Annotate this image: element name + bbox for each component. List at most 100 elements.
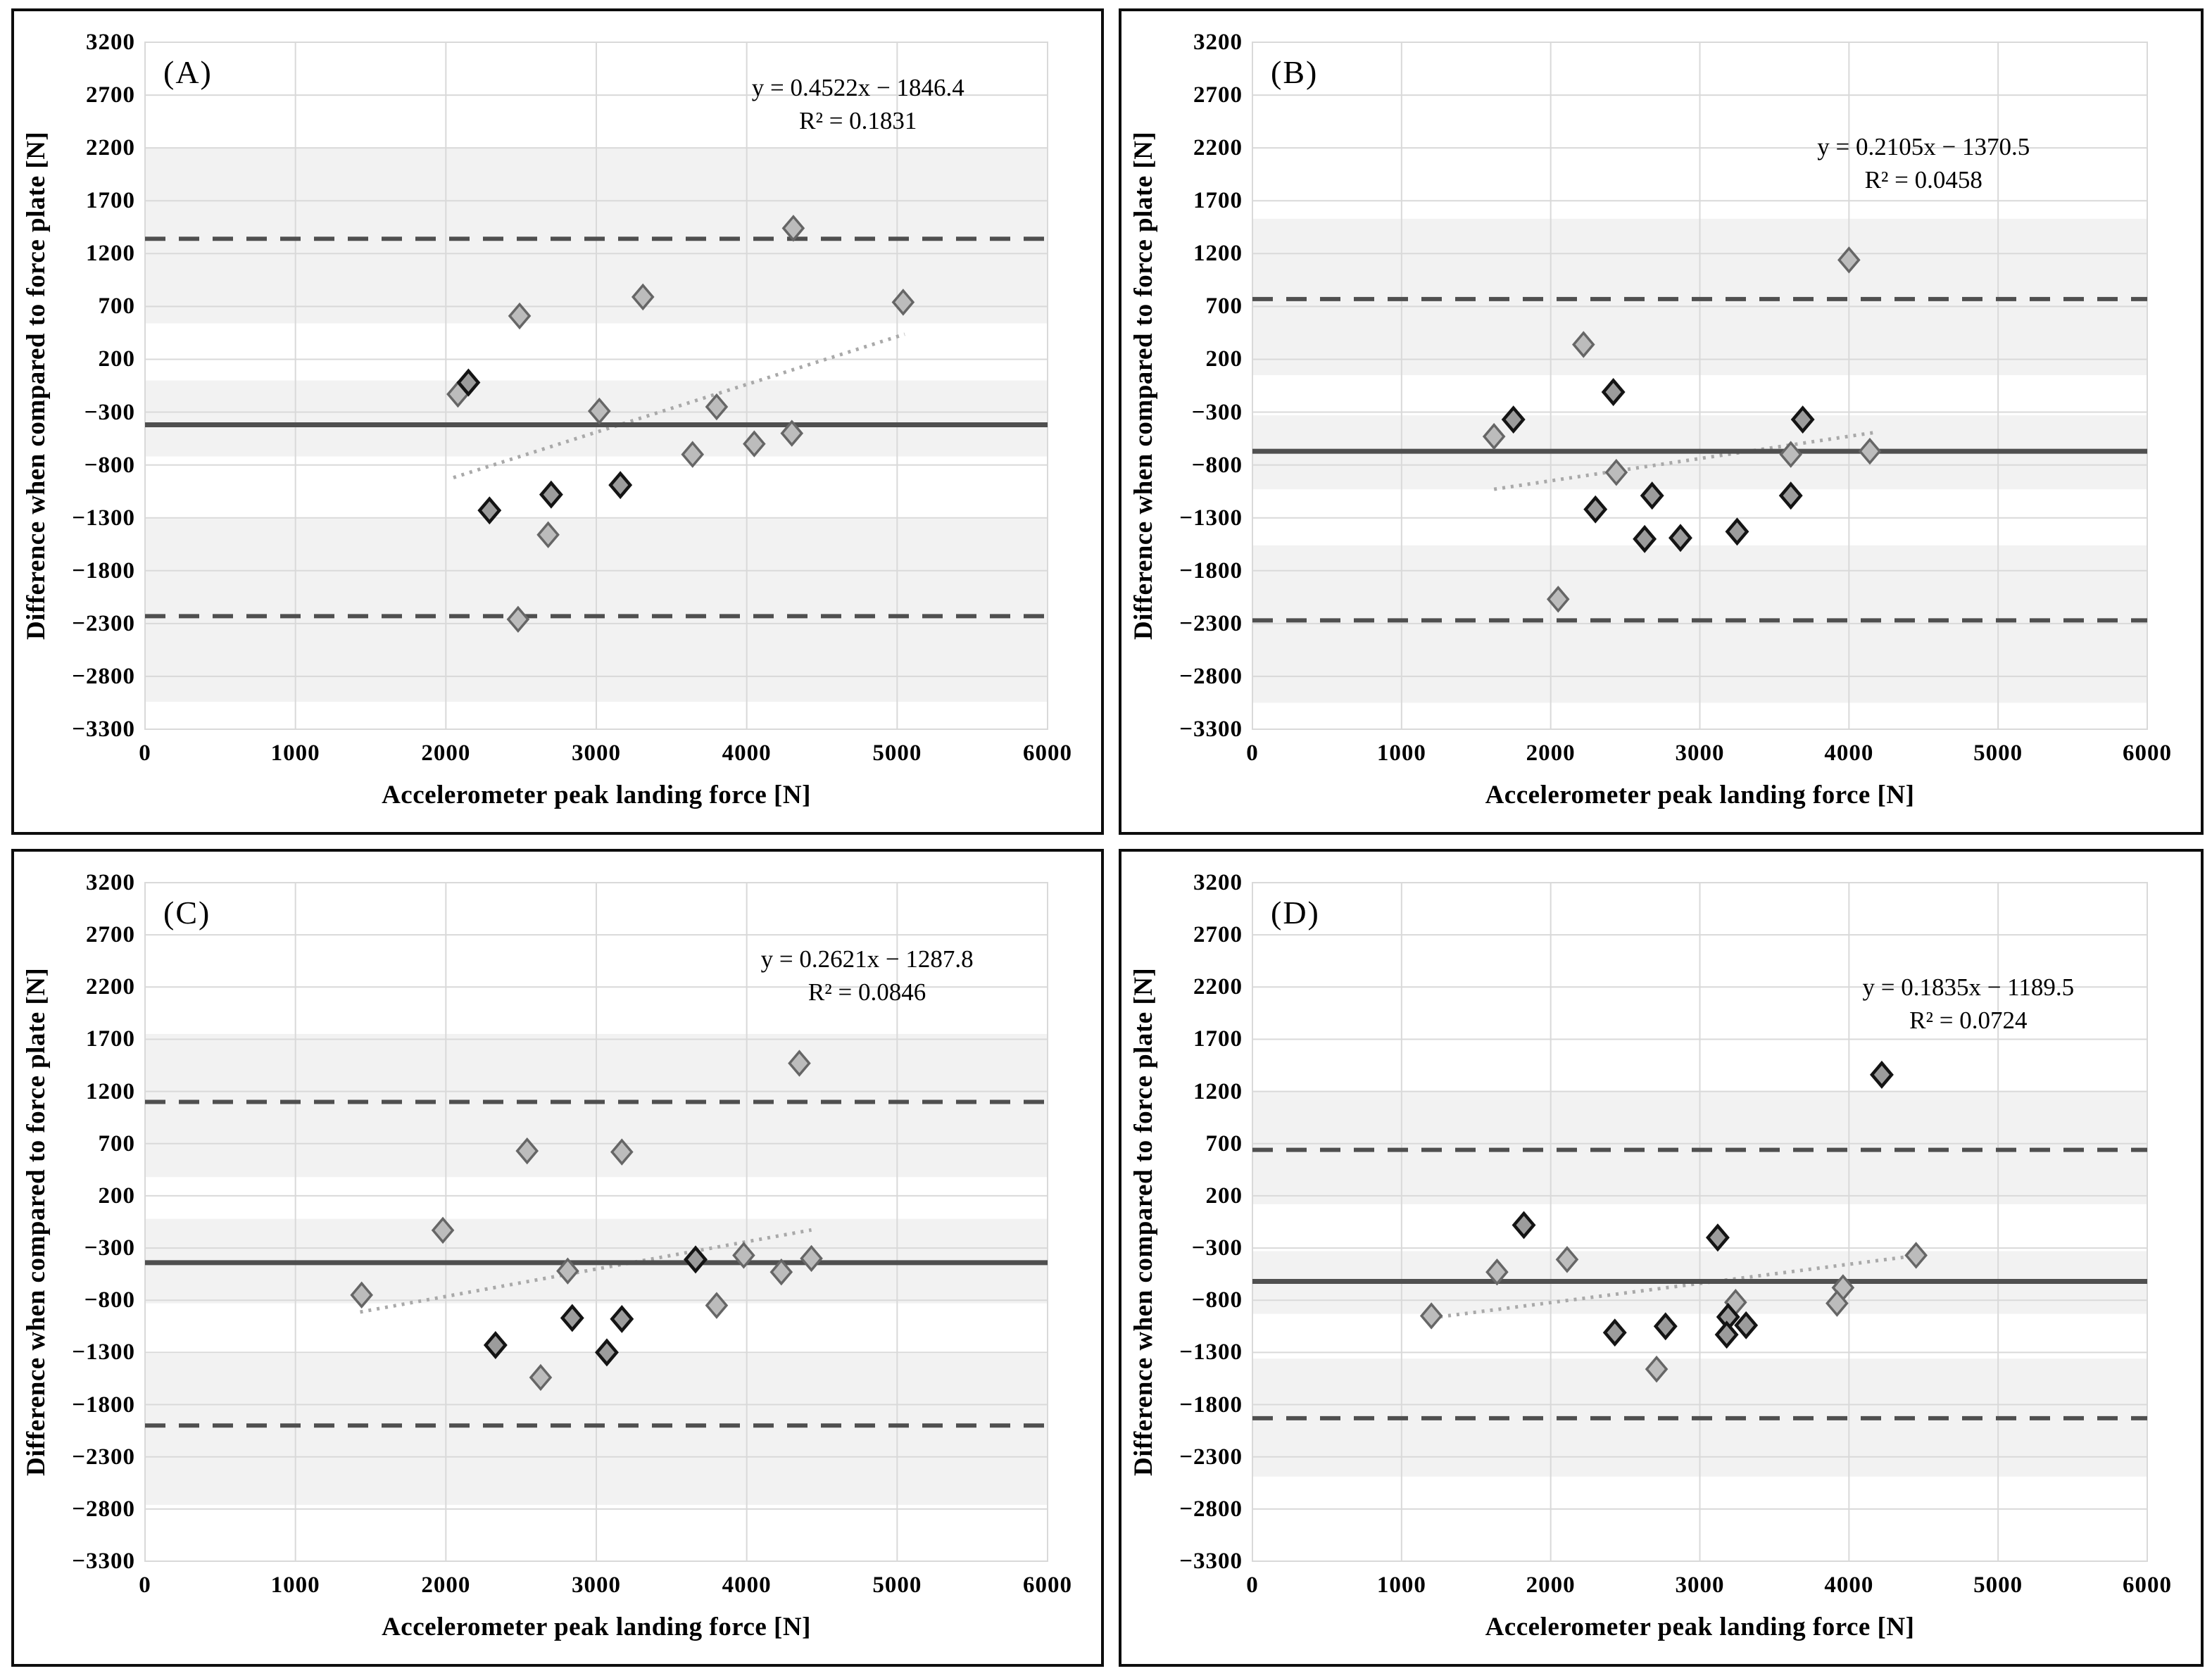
data-point-diamond-dark xyxy=(1714,1320,1739,1349)
data-point-diamond-light xyxy=(529,1363,553,1392)
x-tick-label: 4000 xyxy=(1824,740,1874,766)
x-tick-label: 3000 xyxy=(572,1572,621,1598)
scatter-panel-B: 3200 2700 2200 1700 1200 700 200 −300 −800 −1300 −… xyxy=(1119,8,2204,835)
y-tick-label: −1300 xyxy=(1179,1339,1243,1366)
data-point-diamond-dark xyxy=(610,1304,634,1333)
data-point-diamond-light xyxy=(781,215,805,242)
data-point-diamond-light xyxy=(743,430,766,458)
data-point-diamond-dark xyxy=(1734,1311,1759,1339)
regression-equation: y = 0.1835x − 1189.5 R² = 0.0724 xyxy=(1862,971,2074,1037)
y-tick-label: 3200 xyxy=(86,870,135,895)
data-point-diamond-light xyxy=(1825,1289,1849,1317)
data-point-diamond-dark xyxy=(1778,481,1803,510)
panel-label: (C) xyxy=(163,895,211,931)
data-point-diamond-dark xyxy=(477,496,502,525)
y-tick-label: 200 xyxy=(98,1183,135,1209)
y-tick-label: −800 xyxy=(84,452,135,478)
x-tick-label: 2000 xyxy=(1526,740,1576,766)
y-tick-label: −300 xyxy=(1191,399,1243,425)
x-tick-label: 0 xyxy=(139,1572,151,1598)
x-tick-label: 6000 xyxy=(1023,1572,1072,1598)
x-tick-label: 6000 xyxy=(2123,1572,2172,1598)
y-tick-label: 200 xyxy=(98,346,135,372)
x-tick-label: 6000 xyxy=(2123,740,2172,766)
regression-equation: y = 0.2105x − 1370.5 R² = 0.0458 xyxy=(1817,130,2030,196)
data-point-diamond-light xyxy=(536,521,560,548)
data-point-diamond-light xyxy=(1604,458,1628,486)
y-tick-label: −2300 xyxy=(1179,610,1243,636)
y-tick-label: 1700 xyxy=(1193,1026,1243,1052)
data-point-diamond-light xyxy=(1858,437,1882,465)
x-tick-label: 1000 xyxy=(270,1572,320,1598)
data-point-diamond-light xyxy=(1904,1242,1928,1269)
x-tick-label: 4000 xyxy=(1824,1572,1874,1598)
regression-equation: y = 0.2621x − 1287.8 R² = 0.0846 xyxy=(761,942,974,1009)
data-point-diamond-dark xyxy=(608,471,633,500)
plot-border xyxy=(144,42,1048,730)
data-point-diamond-light xyxy=(1555,1246,1579,1273)
x-tick-label: 1000 xyxy=(1376,1572,1426,1598)
y-tick-label: −2300 xyxy=(72,610,135,636)
y-axis-title: Difference when compared to force plate … xyxy=(22,967,51,1477)
data-point-diamond-dark xyxy=(1583,495,1608,524)
y-tick-label: −3300 xyxy=(1179,717,1243,742)
data-point-diamond-light xyxy=(1546,586,1570,613)
y-tick-label: −2800 xyxy=(1179,663,1243,689)
y-tick-label: 2700 xyxy=(1193,82,1243,108)
x-tick-label: 3000 xyxy=(572,740,621,766)
data-point-diamond-light xyxy=(508,302,532,330)
y-tick-label: 1200 xyxy=(86,1078,135,1104)
y-tick-label: −2300 xyxy=(72,1444,135,1470)
y-tick-label: 2700 xyxy=(86,922,135,948)
y-tick-label: −2300 xyxy=(1179,1444,1243,1470)
y-tick-label: −800 xyxy=(1191,1287,1243,1313)
y-tick-label: −300 xyxy=(84,1235,135,1261)
data-point-diamond-light xyxy=(515,1137,539,1165)
data-point-diamond-dark xyxy=(560,1304,584,1332)
x-tick-label: 0 xyxy=(1246,1572,1259,1598)
panel-label: (B) xyxy=(1271,54,1319,90)
data-point-diamond-light xyxy=(431,1216,455,1244)
y-tick-label: 700 xyxy=(98,294,135,320)
x-tick-label: 5000 xyxy=(872,1572,922,1598)
data-point-diamond-dark xyxy=(1601,378,1626,406)
data-point-diamond-dark xyxy=(1725,517,1749,546)
plot-area-C xyxy=(144,882,1048,1562)
data-point-diamond-dark xyxy=(1790,405,1815,434)
equation-text: y = 0.2621x − 1287.8 xyxy=(760,945,974,973)
data-point-diamond-dark xyxy=(1669,524,1692,553)
data-point-diamond-light xyxy=(587,397,611,425)
x-tick-label: 0 xyxy=(1246,740,1259,766)
x-tick-label: 0 xyxy=(139,740,151,766)
y-tick-label: 3200 xyxy=(1193,870,1243,895)
x-tick-label: 4000 xyxy=(722,1572,772,1598)
data-point-diamond-light xyxy=(780,420,804,447)
scatter-panel-A: 3200 2700 2200 1700 1200 700 200 −300 −800 −1300 −… xyxy=(11,8,1104,835)
equation-text: y = 0.1835x − 1189.5 xyxy=(1862,973,2075,1002)
x-tick-label: 2000 xyxy=(1526,1572,1576,1598)
data-point-diamond-light xyxy=(769,1258,793,1286)
r-squared-text: R² = 0.0724 xyxy=(1909,1007,2028,1035)
y-tick-label: −3300 xyxy=(72,1549,135,1574)
y-tick-label: 700 xyxy=(1205,1130,1243,1156)
y-tick-label: 1700 xyxy=(86,1026,135,1052)
y-tick-label: −1800 xyxy=(72,557,135,584)
data-point-diamond-light xyxy=(788,1049,811,1077)
y-axis-title: Difference when compared to force plate … xyxy=(22,131,51,641)
data-point-diamond-dark xyxy=(1869,1060,1894,1089)
x-axis-title: Accelerometer peak landing force [N] xyxy=(1485,781,1915,809)
plot-border xyxy=(144,882,1048,1562)
x-tick-label: 3000 xyxy=(1675,1572,1725,1598)
data-point-diamond-dark xyxy=(483,1331,508,1359)
x-tick-label: 5000 xyxy=(1973,1572,2023,1598)
data-point-diamond-dark xyxy=(1633,524,1657,553)
x-tick-label: 4000 xyxy=(722,740,772,766)
x-axis-title: Accelerometer peak landing force [N] xyxy=(382,1613,811,1641)
data-point-diamond-light xyxy=(891,289,915,316)
y-tick-label: 1700 xyxy=(1193,188,1243,214)
data-point-diamond-dark xyxy=(1512,1211,1536,1240)
plot-area-D xyxy=(1252,882,2148,1562)
y-tick-label: 200 xyxy=(1205,346,1243,372)
trend-line xyxy=(1431,1253,1920,1320)
